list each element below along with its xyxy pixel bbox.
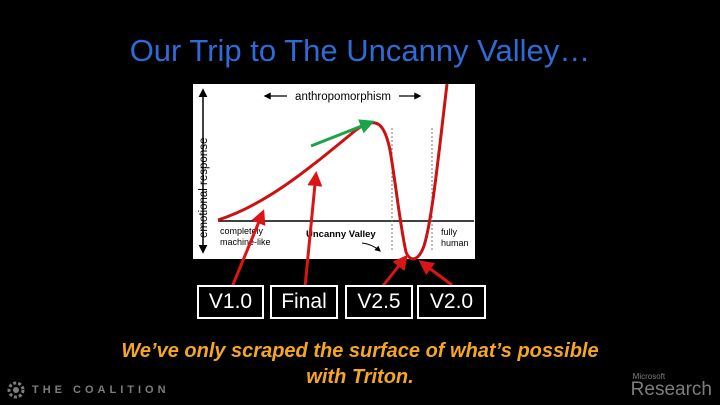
- slide-title: Our Trip to The Uncanny Valley…: [129, 33, 591, 68]
- anthropomorphism-label: anthropomorphism: [295, 91, 391, 103]
- coalition-text: THE COALITION: [32, 384, 170, 396]
- arrow-v1: [230, 209, 266, 288]
- machine-like-label-2: machine-like: [220, 237, 271, 247]
- gear-icon: [7, 381, 25, 399]
- label-v2-5: V2.5: [345, 285, 413, 319]
- microsoft-text: Microsoft: [632, 372, 666, 381]
- microsoft-research-logo: Microsoft Research: [631, 372, 712, 399]
- machine-like-label-1: completely: [220, 226, 264, 236]
- coalition-logo: THE COALITION: [6, 379, 170, 401]
- caption-line-1: We’ve only scraped the surface of what’s…: [121, 340, 599, 362]
- fully-human-label-2: human: [441, 238, 469, 248]
- research-text: Research: [630, 379, 712, 400]
- label-v1-0: V1.0: [197, 285, 264, 319]
- arrow-v25: [380, 254, 408, 288]
- uncanny-valley-label: Uncanny Valley: [306, 229, 376, 240]
- green-arrow: [310, 119, 375, 148]
- uncanny-valley-curve: [217, 83, 449, 261]
- fully-human-label-1: fully: [441, 227, 458, 237]
- label-final: Final: [270, 285, 338, 319]
- label-v2-0: V2.0: [417, 285, 486, 319]
- valley-pointer: [361, 242, 381, 252]
- arrow-final: [303, 171, 323, 288]
- arrow-v20: [418, 260, 453, 287]
- y-axis-label: emotional response: [198, 138, 210, 238]
- caption-line-2: with Triton.: [306, 366, 414, 388]
